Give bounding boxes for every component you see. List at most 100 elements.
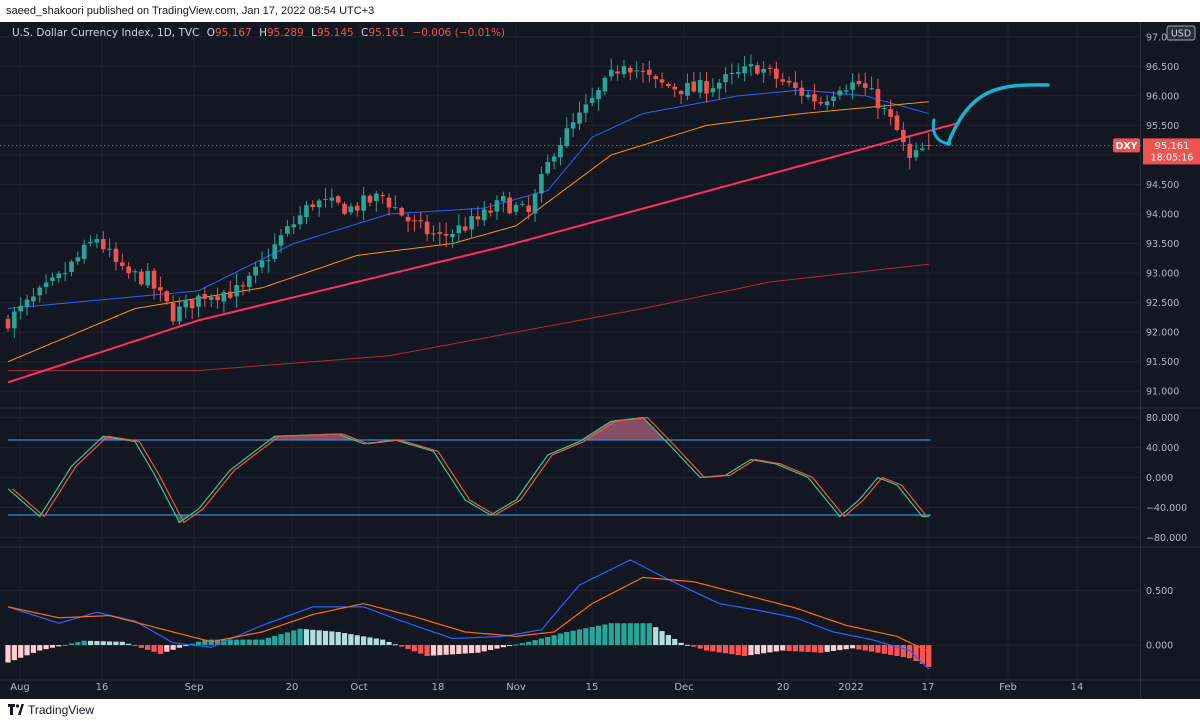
candle bbox=[234, 273, 239, 308]
histogram-bar bbox=[589, 626, 595, 646]
candle bbox=[596, 87, 601, 111]
candle bbox=[139, 268, 144, 287]
candle bbox=[551, 152, 557, 169]
close-label: C bbox=[361, 27, 368, 39]
candle-body bbox=[589, 98, 595, 103]
candle-body bbox=[742, 66, 747, 74]
time-tick-label: Dec bbox=[674, 682, 693, 693]
candle-body bbox=[856, 80, 862, 85]
candle-body bbox=[716, 82, 722, 89]
time-tick-label: 2022 bbox=[838, 682, 863, 693]
histogram-bar bbox=[824, 645, 830, 652]
candle bbox=[628, 65, 633, 81]
candle-body bbox=[697, 79, 703, 93]
candle bbox=[742, 56, 747, 82]
candle bbox=[285, 219, 290, 237]
candle-body bbox=[882, 107, 887, 109]
candle-body bbox=[443, 233, 449, 236]
oscillator-tick-label: −80.000 bbox=[1146, 533, 1187, 544]
histogram-bar bbox=[805, 645, 811, 652]
price-tick-label: 92.500 bbox=[1146, 298, 1179, 309]
candle bbox=[653, 74, 658, 89]
histogram-bar bbox=[894, 645, 900, 656]
macd-tick-label: 0.500 bbox=[1146, 586, 1173, 597]
histogram-bar bbox=[418, 645, 424, 654]
candle bbox=[539, 166, 544, 203]
histogram-bar bbox=[424, 645, 430, 656]
candle-body bbox=[405, 216, 411, 222]
oversold-fill bbox=[38, 515, 931, 523]
histogram-bar bbox=[729, 645, 735, 655]
candle-body bbox=[12, 311, 17, 329]
histogram-bar bbox=[500, 645, 506, 648]
overbought-fill bbox=[98, 417, 664, 440]
candle-body bbox=[475, 216, 481, 220]
candle bbox=[227, 280, 233, 300]
histogram-bar bbox=[37, 645, 43, 651]
histogram-bar bbox=[341, 633, 348, 646]
candle bbox=[348, 203, 354, 215]
candle-body bbox=[761, 68, 766, 73]
histogram-bar bbox=[519, 643, 525, 646]
histogram-bar bbox=[811, 645, 818, 653]
histogram-bar bbox=[792, 645, 798, 652]
histogram-bar bbox=[164, 645, 170, 652]
histogram-bar bbox=[291, 630, 297, 646]
candle-body bbox=[56, 273, 62, 279]
histogram-bar bbox=[913, 645, 919, 662]
histogram-bar bbox=[869, 645, 875, 652]
price-axis: 97.00096.50096.00095.50095.00094.50094.0… bbox=[1146, 32, 1187, 651]
candle bbox=[526, 195, 531, 220]
candle-body bbox=[272, 244, 277, 259]
candle bbox=[399, 206, 404, 217]
candle-body bbox=[221, 292, 227, 302]
candle-body bbox=[628, 67, 633, 73]
candle-body bbox=[424, 221, 430, 235]
candle-body bbox=[107, 248, 112, 250]
candle-body bbox=[18, 305, 23, 312]
candle-body bbox=[31, 296, 36, 302]
candle bbox=[545, 154, 551, 176]
histogram-bar bbox=[380, 639, 386, 646]
histogram-bar bbox=[18, 645, 24, 658]
histogram-bar bbox=[456, 645, 462, 654]
candle bbox=[266, 248, 271, 273]
candle bbox=[196, 294, 201, 318]
histogram-bar bbox=[672, 638, 678, 646]
currency-label: USD bbox=[1171, 29, 1191, 40]
candle bbox=[882, 104, 887, 115]
candle bbox=[183, 294, 189, 319]
candle-body bbox=[748, 64, 754, 67]
histogram-bar bbox=[780, 645, 786, 651]
chart-canvas[interactable]: 97.00096.50096.00095.50095.00094.50094.0… bbox=[0, 22, 1200, 699]
candle bbox=[386, 193, 392, 216]
candle bbox=[856, 72, 862, 87]
histogram-bar bbox=[113, 641, 119, 646]
histogram-bar bbox=[767, 645, 773, 653]
candle-body bbox=[799, 87, 805, 96]
candle bbox=[18, 297, 23, 320]
candle-body bbox=[577, 112, 582, 124]
price-tick-label: 96.000 bbox=[1146, 91, 1179, 102]
candle-body bbox=[621, 66, 627, 75]
time-tick-label: 16 bbox=[96, 682, 109, 693]
candle-body bbox=[291, 224, 297, 228]
histogram-bar bbox=[303, 629, 310, 646]
histogram-bar bbox=[761, 645, 767, 654]
candle-body bbox=[539, 174, 544, 194]
candle-body bbox=[380, 194, 385, 197]
candle-body bbox=[545, 161, 551, 174]
price-tick-label: 94.500 bbox=[1146, 180, 1179, 191]
candle bbox=[723, 67, 728, 93]
candle bbox=[69, 259, 74, 277]
candle-body bbox=[875, 88, 881, 109]
candle-body bbox=[513, 204, 519, 212]
candle bbox=[431, 225, 436, 242]
oscillator-tick-label: 0.000 bbox=[1146, 473, 1173, 484]
candle bbox=[437, 222, 443, 246]
histogram-bar bbox=[284, 632, 290, 646]
histogram-bar bbox=[316, 630, 322, 646]
candle bbox=[24, 294, 30, 316]
candle bbox=[659, 72, 665, 88]
oscillator-tick-label: −40.000 bbox=[1146, 503, 1187, 514]
